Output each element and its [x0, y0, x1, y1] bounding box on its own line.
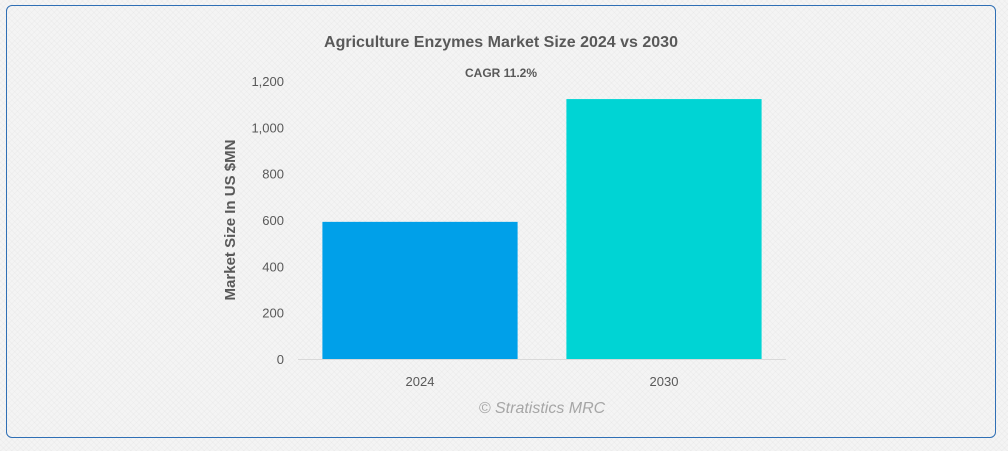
chart-card	[6, 5, 996, 438]
y-axis-label: Market Size In US $MN	[222, 140, 239, 301]
y-tick-label: 0	[277, 352, 284, 367]
y-tick-label: 1,200	[251, 74, 284, 89]
y-axis: 0 200 400 600 800 1,000 1,200	[251, 74, 284, 367]
chart-title: Agriculture Enzymes Market Size 2024 vs …	[324, 34, 678, 51]
y-tick-label: 600	[262, 213, 284, 228]
y-tick-label: 1,000	[251, 120, 284, 135]
watermark-text: © Stratistics MRC	[479, 400, 606, 417]
y-tick-label: 400	[262, 259, 284, 274]
y-tick-label: 800	[262, 167, 284, 182]
x-tick-label: 2030	[650, 374, 679, 389]
x-axis: 2024 2030	[406, 374, 679, 389]
bars	[322, 99, 762, 359]
bar-2030	[566, 99, 762, 359]
y-tick-label: 200	[262, 306, 284, 321]
bar-2024	[322, 221, 518, 359]
chart-subtitle: CAGR 11.2%	[465, 66, 537, 80]
x-tick-label: 2024	[406, 374, 435, 389]
